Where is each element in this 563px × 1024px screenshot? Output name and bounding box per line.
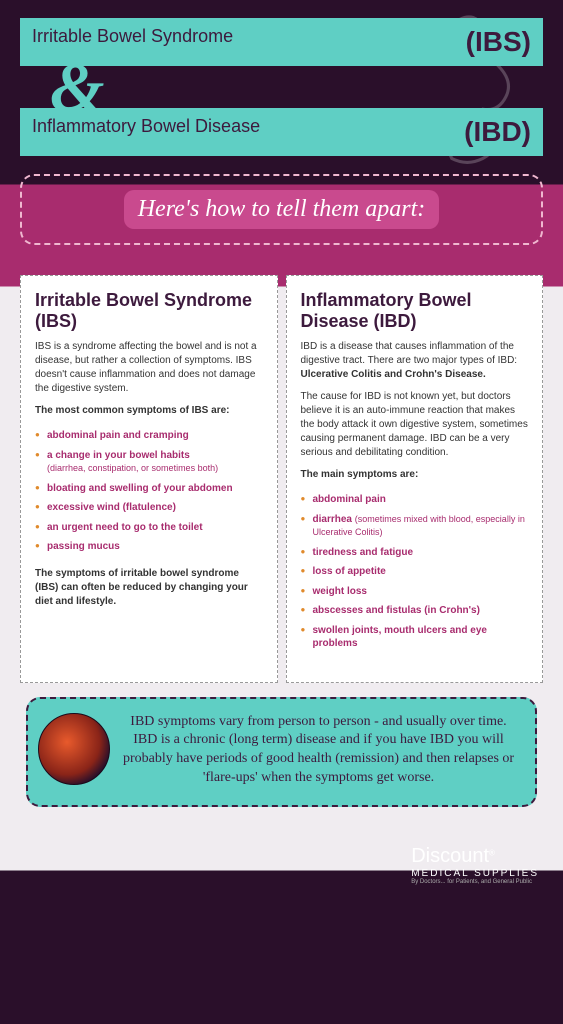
bottom-callout: IBD symptoms vary from person to person …	[26, 697, 537, 807]
brand-logo: Discount® MEDICAL SUPPLIES By Doctors...…	[411, 845, 539, 885]
subtitle-inner: Here's how to tell them apart:	[124, 190, 440, 229]
subtitle-box: Here's how to tell them apart:	[20, 174, 543, 245]
subtitle-text: Here's how to tell them apart:	[138, 196, 426, 222]
list-item: excessive wind (flatulence)	[35, 498, 263, 518]
title1-long: Irritable Bowel Syndrome	[32, 26, 233, 46]
ibs-column: Irritable Bowel Syndrome (IBS) IBS is a …	[20, 275, 278, 683]
list-item: loss of appetite	[301, 562, 529, 582]
ibd-title: Inflammatory Bowel Disease (IBD)	[301, 290, 529, 332]
infographic-container: Irritable Bowel Syndrome (IBS) & Inflamm…	[0, 0, 563, 1024]
ibd-intro1: IBD is a disease that causes inflammatio…	[301, 340, 529, 382]
ibd-column: Inflammatory Bowel Disease (IBD) IBD is …	[286, 275, 544, 683]
list-item: abdominal pain	[301, 490, 529, 510]
brand-sub: MEDICAL SUPPLIES	[411, 868, 539, 879]
ibd-intro2: The cause for IBD is not known yet, but …	[301, 390, 529, 460]
footer: Discount® MEDICAL SUPPLIES By Doctors...…	[0, 823, 563, 902]
ibs-title: Irritable Bowel Syndrome (IBS)	[35, 290, 263, 332]
list-item: swollen joints, mouth ulcers and eye pro…	[301, 621, 529, 654]
list-item: diarrhea (sometimes mixed with blood, es…	[301, 510, 529, 543]
ibs-conclusion: The symptoms of irritable bowel syndrome…	[35, 567, 263, 609]
title1-short: (IBS)	[466, 26, 531, 58]
intestine-illustration-icon	[38, 713, 110, 785]
comparison-columns: Irritable Bowel Syndrome (IBS) IBS is a …	[0, 263, 563, 697]
ibs-symptoms-label: The most common symptoms of IBS are:	[35, 404, 263, 418]
list-item: bloating and swelling of your abdomen	[35, 479, 263, 499]
list-item: a change in your bowel habits(diarrhea, …	[35, 446, 263, 479]
list-item: abdominal pain and cramping	[35, 426, 263, 446]
title-band-ibd: Inflammatory Bowel Disease (IBD)	[20, 108, 543, 156]
bottom-callout-wrap: IBD symptoms vary from person to person …	[0, 697, 563, 823]
list-item: abscesses and fistulas (in Crohn's)	[301, 601, 529, 621]
ibs-intro: IBS is a syndrome affecting the bowel an…	[35, 340, 263, 396]
title2-long: Inflammatory Bowel Disease	[32, 116, 260, 136]
list-item: passing mucus	[35, 537, 263, 557]
subtitle-section: Here's how to tell them apart:	[0, 156, 563, 263]
list-item: weight loss	[301, 582, 529, 602]
list-item: an urgent need to go to the toilet	[35, 518, 263, 538]
brand-main: Discount	[411, 845, 489, 867]
bottom-text: IBD symptoms vary from person to person …	[118, 713, 519, 789]
list-item: tiredness and fatigue	[301, 543, 529, 563]
title2-short: (IBD)	[464, 116, 531, 148]
ibd-symptoms-label: The main symptoms are:	[301, 468, 529, 482]
ibd-symptoms-list: abdominal pain diarrhea (sometimes mixed…	[301, 490, 529, 654]
ibs-symptoms-list: abdominal pain and cramping a change in …	[35, 426, 263, 557]
header: Irritable Bowel Syndrome (IBS) & Inflamm…	[0, 0, 563, 156]
brand-tag: By Doctors... for Patients, and General …	[411, 879, 539, 885]
